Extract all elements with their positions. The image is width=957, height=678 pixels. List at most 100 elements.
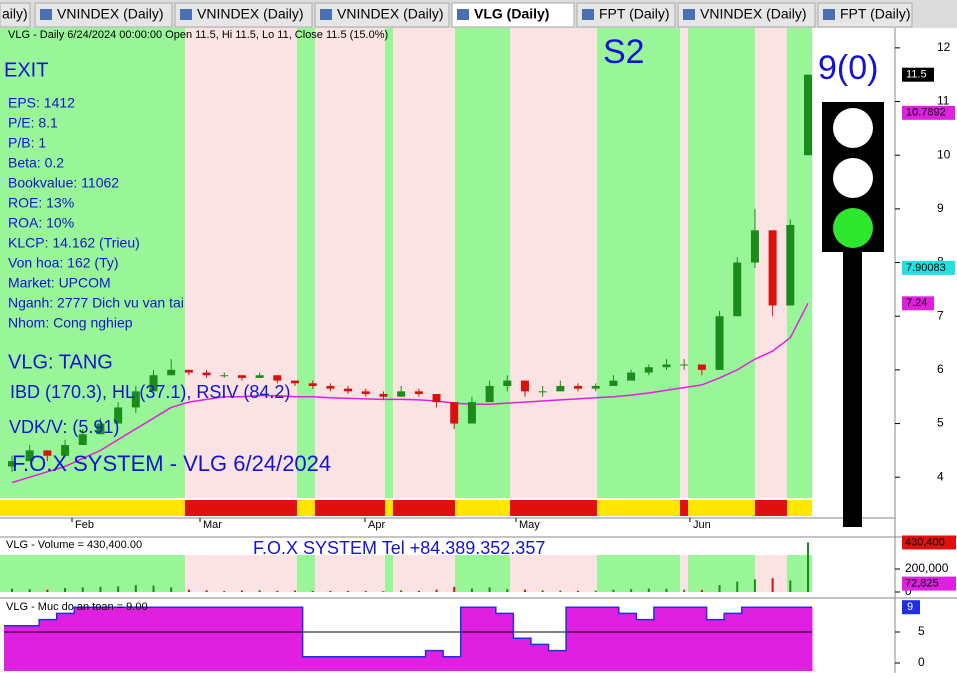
- volume-bar: [541, 590, 544, 592]
- action: EXIT: [4, 59, 48, 81]
- volume-label: 430,400: [905, 536, 945, 548]
- volume-bar: [453, 586, 456, 592]
- candle-body: [273, 375, 282, 381]
- candle-body: [25, 450, 34, 462]
- safety-area: [4, 625, 23, 671]
- tab[interactable]: [451, 2, 575, 28]
- candle-body: [520, 380, 529, 392]
- candle-body: [167, 369, 176, 376]
- safety-area: [548, 650, 567, 671]
- info-line: Nhom: Cong nghiep: [8, 315, 133, 331]
- tab-icon: [40, 9, 52, 20]
- tab-icon: [180, 9, 192, 20]
- tab[interactable]: [314, 2, 450, 28]
- indicators: IBD (170.3), HL (37.1), RSIV (84.2): [10, 382, 290, 402]
- candle-body: [114, 407, 123, 424]
- price-label: 7.24: [906, 297, 927, 309]
- tab[interactable]: [174, 2, 313, 28]
- moving-average: [11, 302, 809, 484]
- safety-area: [267, 607, 286, 671]
- y-tick-label: 6: [937, 362, 944, 376]
- zone: [680, 555, 688, 592]
- safety-area: [478, 607, 497, 671]
- tab-label: VNINDEX (Daily): [700, 6, 807, 22]
- volume-bar: [683, 589, 686, 592]
- candle-body: [78, 434, 87, 446]
- volume-bar: [240, 590, 243, 592]
- safety-area: [530, 644, 550, 671]
- candle-body: [361, 391, 370, 395]
- y-tick-label: 5: [937, 416, 944, 430]
- vdk: VDK/V: (5.91): [9, 417, 119, 437]
- tab-icon: [582, 9, 594, 20]
- safety-area: [179, 607, 198, 671]
- y-tick-label: 4: [937, 469, 944, 483]
- candle-body: [308, 383, 317, 386]
- candle-body: [804, 74, 812, 156]
- candle-body: [768, 230, 777, 306]
- safety-area: [214, 607, 233, 671]
- y-tick-label: 9: [937, 201, 944, 215]
- safety-area: [618, 613, 637, 671]
- zone-stripe: [680, 500, 688, 516]
- candle-body: [556, 385, 565, 392]
- volume-bar: [417, 590, 420, 592]
- info-line: KLCP: 14.162 (Trieu): [8, 235, 140, 251]
- price-label-bg: [902, 67, 934, 82]
- safety-area: [285, 607, 304, 671]
- candle-body: [220, 375, 229, 377]
- safety-area: [794, 607, 813, 671]
- safety-area: [566, 607, 585, 671]
- safety-area: [197, 607, 216, 671]
- volume-bar: [594, 590, 597, 592]
- volume-bar: [665, 588, 668, 592]
- candle-body: [538, 391, 547, 393]
- safety-area: [759, 607, 778, 671]
- candle-body: [96, 423, 105, 435]
- volume-bar: [205, 590, 208, 592]
- volume-bar: [577, 590, 580, 592]
- candle-body: [43, 450, 52, 456]
- safety-area: [39, 619, 58, 671]
- candle-body: [574, 385, 583, 389]
- candle-body: [432, 394, 441, 403]
- candle-body: [662, 364, 671, 368]
- safety-area: [671, 607, 690, 671]
- candle-body: [131, 391, 140, 408]
- tab-label: VLG (Daily): [474, 6, 549, 22]
- zone-stripe: [297, 500, 315, 516]
- contact: F.O.X SYSTEM Tel +84.389.352.357: [253, 538, 545, 558]
- volume-label-bg: [902, 535, 956, 550]
- safety-area: [232, 607, 251, 671]
- zone: [393, 555, 455, 592]
- tab[interactable]: [677, 2, 816, 28]
- volume-bar: [294, 590, 297, 592]
- zone: [315, 28, 385, 498]
- y-tick-label: 10: [937, 147, 951, 161]
- tab[interactable]: [0, 2, 31, 28]
- zone: [297, 555, 315, 592]
- volume-bar: [223, 590, 226, 592]
- safety-area: [513, 638, 532, 671]
- zone-stripe: [755, 500, 787, 516]
- info-line: Market: UPCOM: [8, 275, 111, 291]
- traffic-light: [822, 102, 884, 527]
- tab[interactable]: [34, 2, 173, 28]
- volume-bar: [64, 587, 67, 592]
- safety-area: [636, 619, 655, 671]
- safety-line: [4, 606, 812, 658]
- safety-area: [443, 656, 462, 671]
- info-line: EPS: 1412: [8, 95, 75, 111]
- safety-area: [162, 607, 181, 671]
- volume-bar: [506, 589, 509, 592]
- safety-area: [408, 656, 427, 671]
- volume-bar: [488, 587, 491, 592]
- safety-area: [653, 607, 672, 671]
- volume-bar: [718, 585, 721, 592]
- candle-body: [291, 380, 300, 384]
- safety-area: [56, 613, 75, 671]
- candle-body: [397, 391, 406, 397]
- volume-bar: [647, 588, 650, 592]
- volume-bar: [771, 578, 774, 592]
- y-tick-label: 200,000: [905, 561, 949, 575]
